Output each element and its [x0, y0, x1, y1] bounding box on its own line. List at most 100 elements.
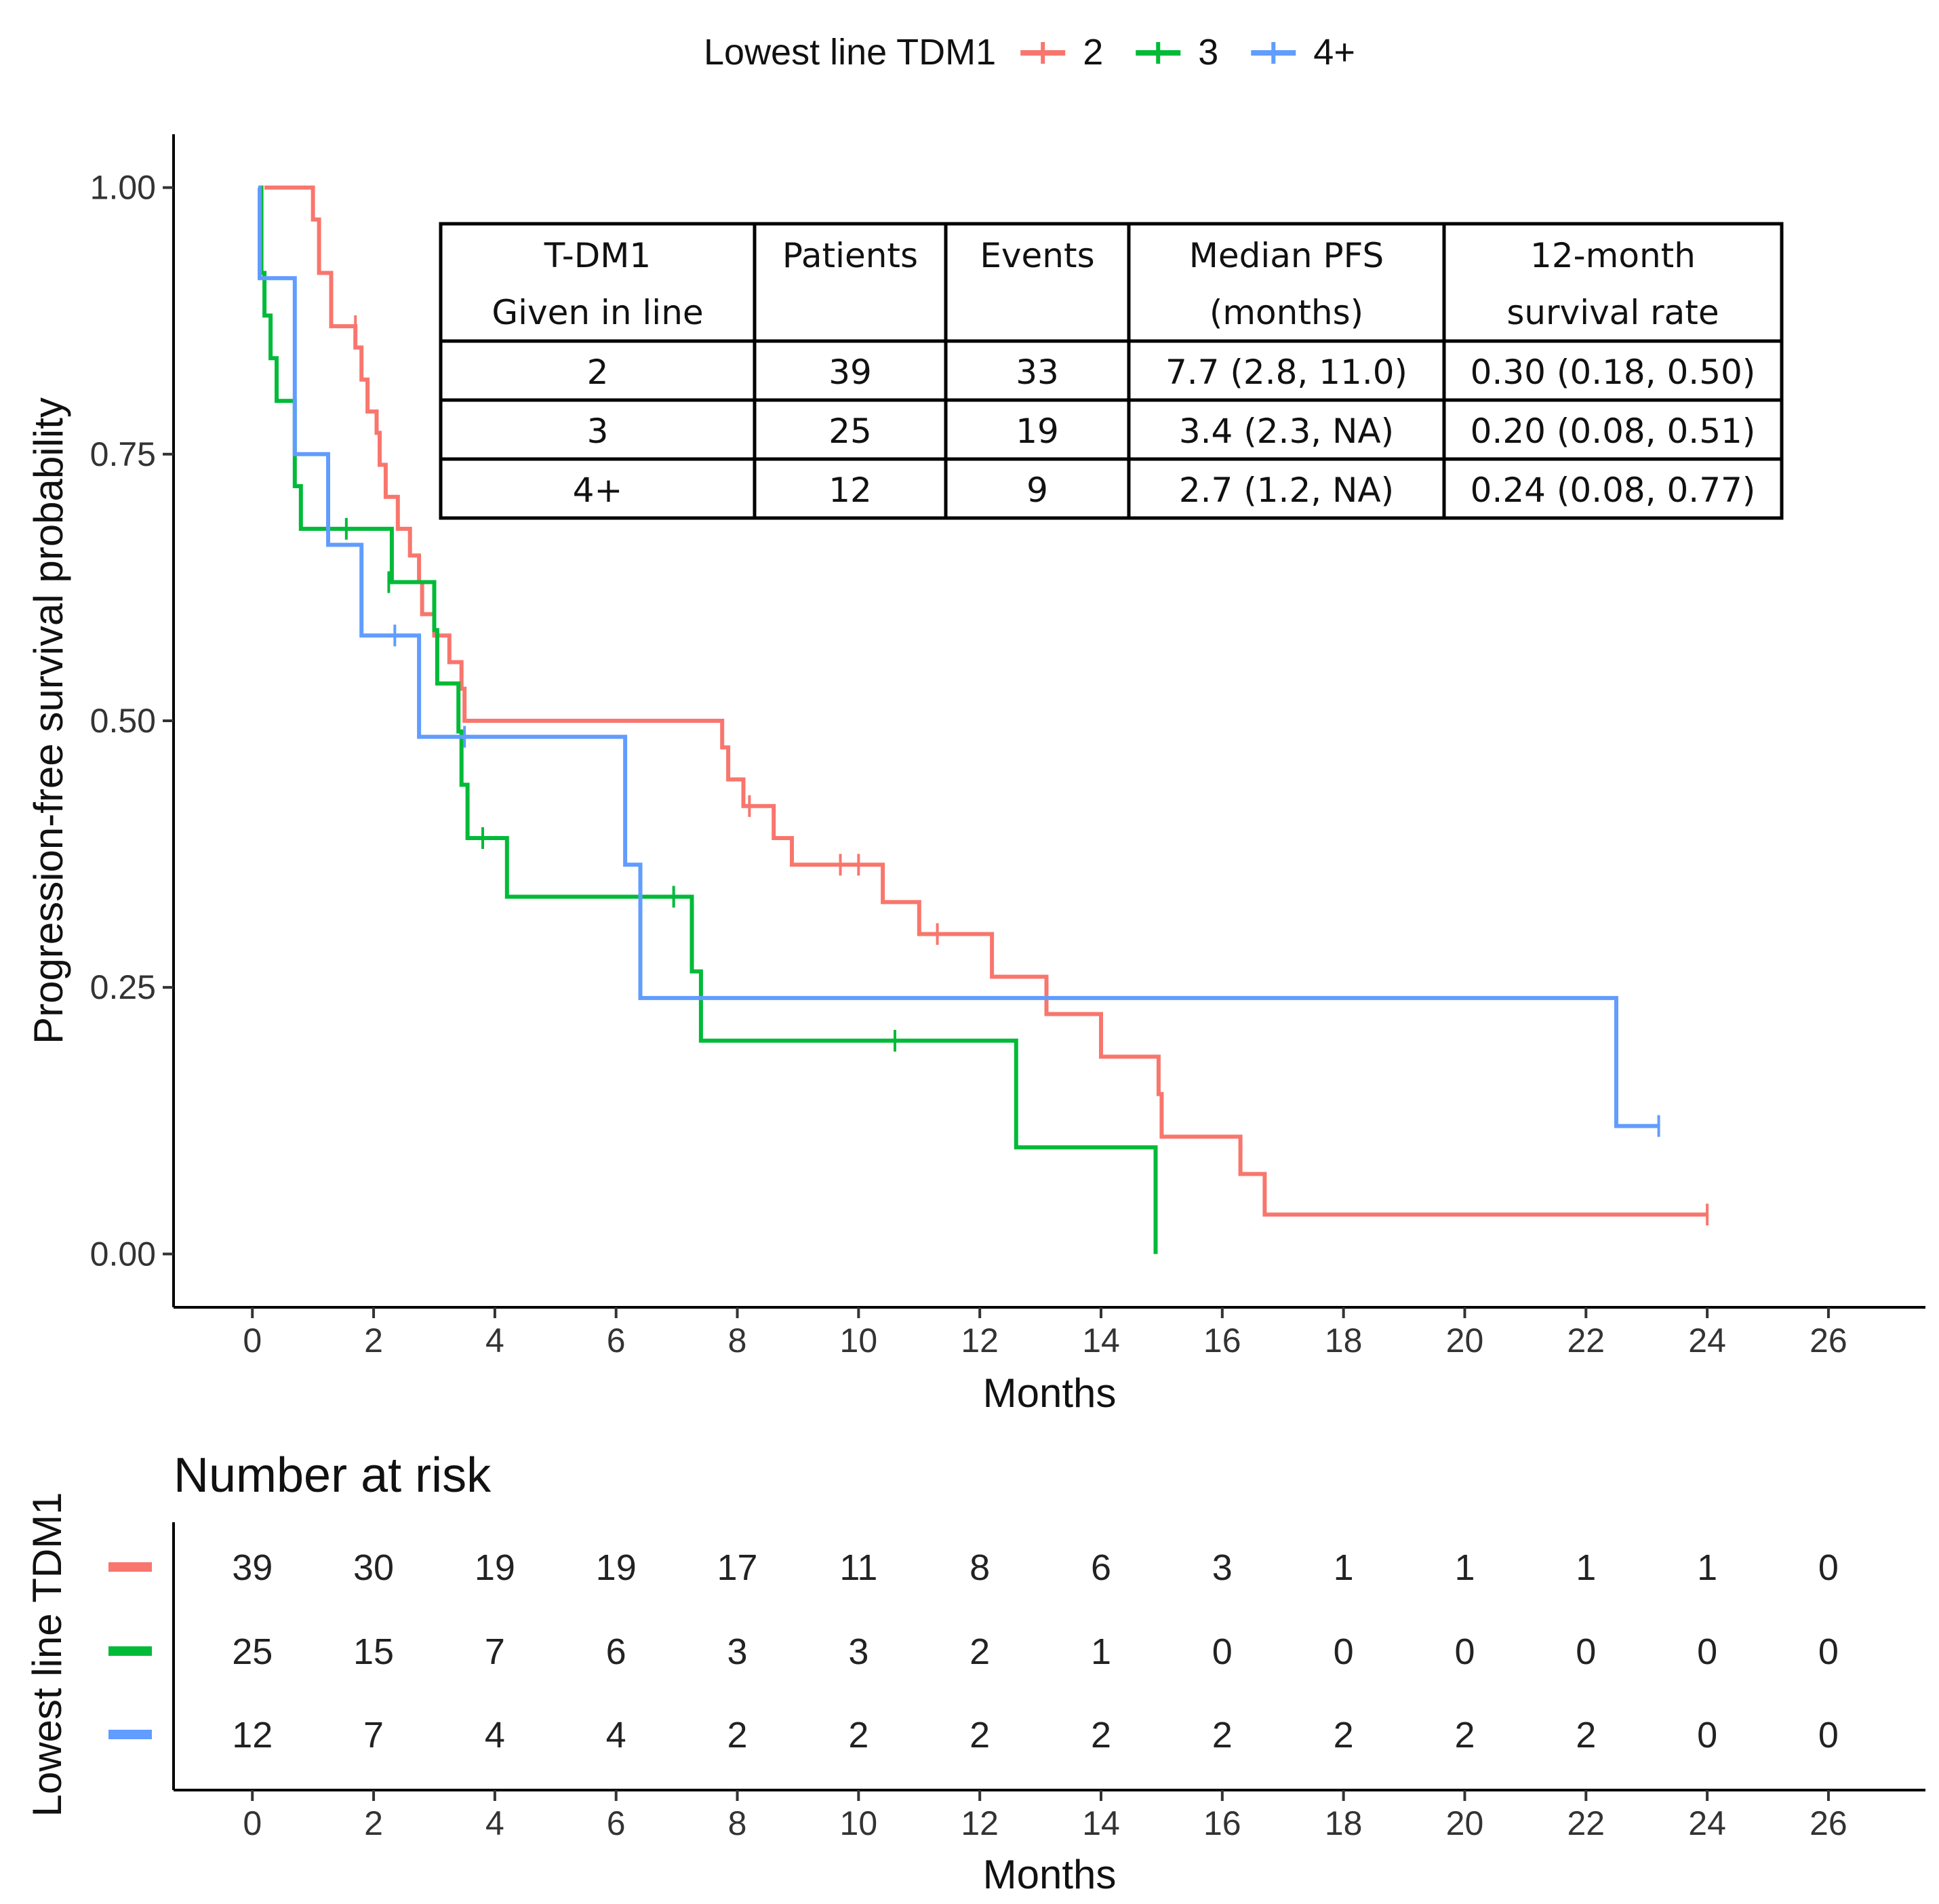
x-tick-label: 14 — [1082, 1322, 1120, 1360]
summary-table: T-DM1 Patients Events Median PFS 12-month Giv… — [441, 224, 1782, 518]
risk-count: 12 — [232, 1715, 273, 1756]
risk-count: 3 — [727, 1631, 748, 1672]
summary-table-cell: 3 — [587, 412, 609, 451]
risk-count: 2 — [848, 1715, 868, 1756]
legend: Lowest line TDM1 2 3 4+ — [704, 32, 1355, 73]
summary-table-header-cell: Median PFS — [1189, 236, 1384, 275]
legend-title: Lowest line TDM1 — [704, 32, 996, 73]
x-tick-label: 16 — [1203, 1322, 1241, 1360]
summary-table-header-cell: Events — [980, 236, 1094, 275]
x-tick-label: 4 — [485, 1322, 504, 1360]
summary-table-header-cell: 12-month — [1530, 236, 1696, 275]
summary-table-cell: 2.7 (1.2, NA) — [1179, 471, 1394, 510]
x-tick-label: 8 — [728, 1322, 747, 1360]
x-tick-label: 10 — [840, 1322, 878, 1360]
risk-count: 7 — [363, 1715, 384, 1756]
risk-count: 6 — [606, 1631, 626, 1672]
risk-count: 4 — [606, 1715, 626, 1756]
risk-table: Number at risk Lowest line TDM1 39 30 19 19… — [24, 1448, 1925, 1897]
risk-count: 1 — [1697, 1547, 1717, 1588]
risk-count: 0 — [1818, 1547, 1839, 1588]
risk-x-tick-label: 18 — [1325, 1804, 1363, 1842]
summary-table-cell: 25 — [828, 412, 872, 451]
risk-count: 1 — [1334, 1547, 1354, 1588]
x-tick-label: 0 — [243, 1322, 262, 1360]
summary-table-header-cell: T-DM1 — [544, 236, 651, 275]
y-tick-label: 0.50 — [90, 702, 156, 740]
risk-count: 1 — [1091, 1631, 1111, 1672]
risk-count: 7 — [485, 1631, 505, 1672]
risk-count: 17 — [717, 1547, 757, 1588]
risk-x-tick-label: 6 — [607, 1804, 626, 1842]
legend-label-3: 3 — [1198, 32, 1218, 73]
risk-x-tick-label: 2 — [364, 1804, 383, 1842]
risk-count: 0 — [1818, 1715, 1839, 1756]
risk-count: 2 — [1091, 1715, 1111, 1756]
risk-count: 3 — [1212, 1547, 1233, 1588]
x-axis-title: Months — [983, 1370, 1117, 1416]
risk-count: 3 — [848, 1631, 868, 1672]
risk-x-tick-label: 14 — [1082, 1804, 1120, 1842]
risk-x-tick-label: 24 — [1688, 1804, 1726, 1842]
risk-count: 2 — [970, 1715, 990, 1756]
risk-count: 6 — [1091, 1547, 1111, 1588]
y-tick-label: 1.00 — [90, 169, 156, 207]
x-tick-label: 26 — [1810, 1322, 1847, 1360]
summary-table-cell: 33 — [1016, 353, 1059, 392]
x-tick-label: 20 — [1446, 1322, 1484, 1360]
summary-table-cell: 9 — [1026, 471, 1048, 510]
risk-count: 4 — [485, 1715, 505, 1756]
risk-x-tick-label: 0 — [243, 1804, 262, 1842]
summary-table-cell: 0.30 (0.18, 0.50) — [1471, 353, 1756, 392]
legend-label-2: 2 — [1083, 32, 1103, 73]
summary-table-cell: 7.7 (2.8, 11.0) — [1165, 353, 1407, 392]
figure: Lowest line TDM1 2 3 4+ 0.00 0.25 0.50 0.75 1.… — [0, 0, 1939, 1904]
x-tick-label: 24 — [1688, 1322, 1726, 1360]
summary-table-cell: 3.4 (2.3, NA) — [1179, 412, 1394, 451]
risk-count: 25 — [232, 1631, 273, 1672]
summary-table-header-cell: (months) — [1210, 293, 1363, 332]
risk-count: 2 — [1334, 1715, 1354, 1756]
risk-count: 15 — [353, 1631, 394, 1672]
risk-count: 0 — [1697, 1715, 1717, 1756]
risk-count: 39 — [232, 1547, 273, 1588]
risk-count: 19 — [475, 1547, 515, 1588]
y-tick-label: 0.75 — [90, 435, 156, 473]
risk-count: 0 — [1576, 1631, 1596, 1672]
risk-x-tick-label: 10 — [840, 1804, 878, 1842]
risk-count: 0 — [1697, 1631, 1717, 1672]
risk-count: 11 — [839, 1547, 877, 1588]
x-tick-label: 18 — [1325, 1322, 1363, 1360]
risk-table-y-title: Lowest line TDM1 — [24, 1492, 70, 1817]
risk-rows: 39 30 19 19 17 11 8 6 3 1 1 1 1 025 15 7 6 3 3 2 1 0 0 0 0 0 012 7 4… — [108, 1547, 1839, 1756]
risk-count: 2 — [970, 1631, 990, 1672]
legend-label-4+: 4+ — [1313, 32, 1355, 73]
risk-count: 30 — [353, 1547, 394, 1588]
summary-table-cell: 2 — [587, 353, 609, 392]
risk-x-tick-label: 26 — [1810, 1804, 1847, 1842]
risk-x-tick-label: 22 — [1567, 1804, 1605, 1842]
summary-table-cell: 0.20 (0.08, 0.51) — [1471, 412, 1756, 451]
risk-count: 1 — [1454, 1547, 1475, 1588]
risk-count: 2 — [1576, 1715, 1596, 1756]
risk-count: 2 — [1212, 1715, 1233, 1756]
y-tick-label: 0.25 — [90, 968, 156, 1006]
risk-count: 0 — [1818, 1631, 1839, 1672]
summary-table-header-cell: Given in line — [492, 293, 703, 332]
summary-table-header-cell: Patients — [782, 236, 918, 275]
risk-count: 19 — [596, 1547, 637, 1588]
summary-table-cell: 19 — [1016, 412, 1059, 451]
risk-x-tick-label: 16 — [1203, 1804, 1241, 1842]
risk-count: 8 — [970, 1547, 990, 1588]
risk-x-axis-title: Months — [983, 1852, 1117, 1897]
risk-x-tick-label: 8 — [728, 1804, 747, 1842]
summary-table-cell: 0.24 (0.08, 0.77) — [1471, 471, 1756, 510]
y-axis-title: Progression-free survival probability — [26, 397, 71, 1044]
x-ticks: 0 2 4 6 8 10 12 14 16 18 20 22 24 26 — [243, 1307, 1847, 1360]
risk-count: 0 — [1212, 1631, 1233, 1672]
summary-table-header-cell: survival rate — [1506, 293, 1719, 332]
x-tick-label: 12 — [961, 1322, 999, 1360]
y-tick-label: 0.00 — [90, 1235, 156, 1273]
summary-table-cell: 4+ — [573, 471, 623, 510]
risk-x-tick-label: 20 — [1446, 1804, 1484, 1842]
